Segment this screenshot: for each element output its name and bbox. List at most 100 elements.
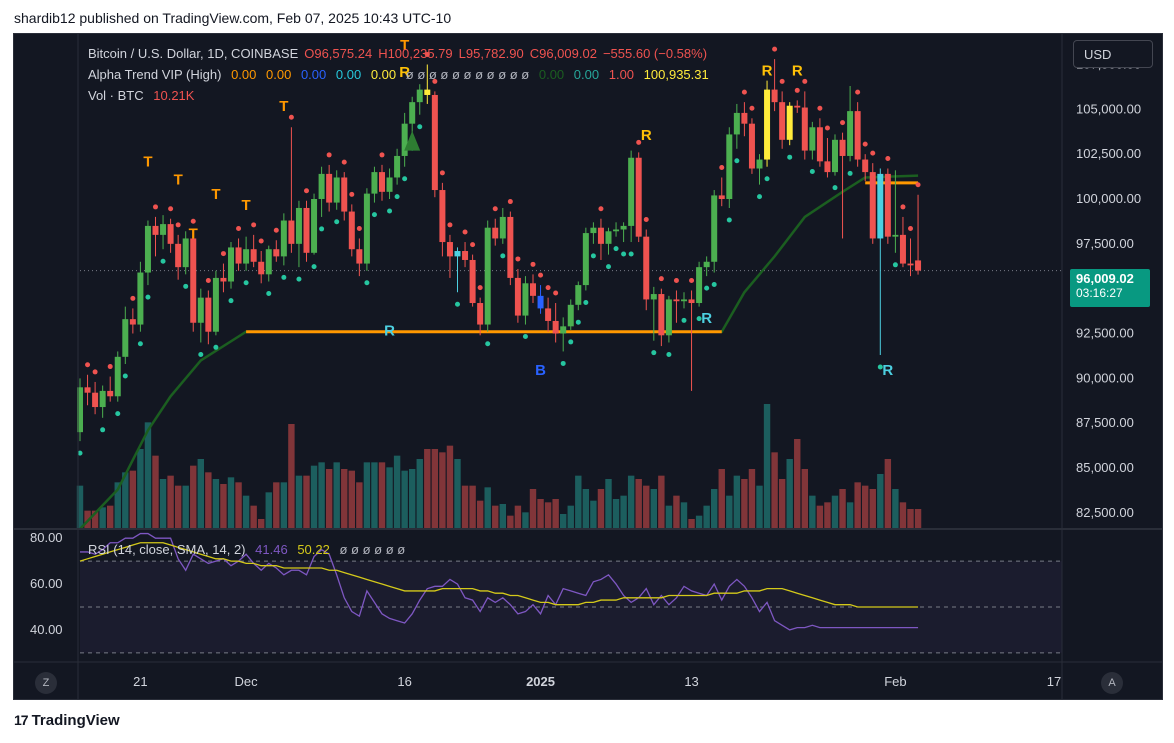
candle-body: [681, 299, 687, 302]
trend-dot: [168, 206, 174, 212]
volume-bar: [114, 482, 121, 529]
trend-dot: [583, 299, 589, 305]
trend-dot: [296, 276, 302, 282]
candle-body: [597, 227, 604, 244]
volume-bar: [643, 485, 650, 529]
candle-body: [77, 387, 83, 433]
auto-scale-button[interactable]: A: [1101, 672, 1123, 694]
candle-body: [620, 225, 627, 230]
rsi-value: 41.46: [255, 542, 288, 557]
candle-body: [605, 231, 612, 244]
trend-dot: [455, 301, 460, 307]
signal-label: R: [384, 322, 395, 339]
buy-triangle-icon: [404, 130, 421, 151]
trend-dot: [500, 253, 506, 259]
candle-body: [160, 224, 167, 235]
trend-dot: [832, 185, 838, 191]
trend-dot: [236, 225, 242, 231]
candle-body: [137, 272, 144, 325]
volume-bar: [718, 469, 725, 529]
volume-bar: [763, 404, 771, 529]
rsi-tick-label: 40.00: [30, 622, 63, 637]
candle-body: [809, 127, 816, 151]
candle-body: [288, 220, 295, 244]
trend-dot: [205, 277, 211, 283]
zoom-reset-button[interactable]: Z: [35, 672, 57, 694]
volume-bar: [786, 459, 793, 529]
trend-dot: [115, 411, 121, 417]
trend-dot: [432, 78, 438, 84]
time-tick-label: 17: [1047, 674, 1061, 689]
candle-body: [295, 207, 302, 244]
candle-body: [348, 211, 355, 250]
candle-body: [144, 225, 151, 273]
trend-dot: [462, 229, 468, 235]
indicator-value-7: 0.00: [538, 67, 565, 82]
trend-dot: [613, 246, 619, 252]
volume-bar: [612, 499, 620, 529]
signal-label: R: [792, 62, 803, 79]
signal-label: R: [701, 310, 712, 327]
candle-body: [907, 263, 914, 266]
candle-body: [899, 234, 906, 264]
currency-button[interactable]: USD: [1073, 40, 1153, 68]
trend-dot: [757, 194, 762, 200]
signal-label: R: [762, 62, 773, 79]
candle-body: [462, 251, 469, 260]
volume-bar: [280, 482, 288, 529]
candle-body: [786, 105, 793, 140]
candle-body: [258, 261, 265, 275]
trend-dot: [621, 251, 627, 257]
volume-bar: [363, 462, 371, 529]
price-tick-label: 92,500.00: [1076, 326, 1134, 341]
signal-label: T: [400, 37, 409, 54]
volume-bar: [854, 482, 861, 529]
last-price: 96,009.02: [1076, 271, 1134, 286]
candle-body: [741, 112, 748, 124]
trend-dot: [515, 256, 521, 262]
volume-bar: [190, 465, 197, 529]
candle-body: [711, 195, 718, 262]
candle-body: [688, 299, 695, 304]
bar-countdown: 03:16:27: [1076, 286, 1123, 300]
candle-body: [416, 89, 423, 103]
candle-body: [235, 247, 242, 264]
candle-body: [273, 249, 280, 257]
volume-bar: [597, 489, 605, 529]
signal-label: R: [399, 64, 410, 81]
volume-bar: [756, 485, 763, 529]
indicator-value-8: 0.00: [573, 67, 600, 82]
candle-body: [575, 285, 582, 305]
candle-body: [492, 227, 499, 239]
trend-dot: [855, 89, 861, 95]
volume-bar: [220, 484, 227, 529]
trend-dot: [311, 264, 317, 270]
candle-body: [537, 295, 544, 309]
volume-bar: [567, 505, 574, 529]
rsi-label: RSI (14, close, SMA, 14, 2): [88, 542, 246, 557]
volume-bar: [174, 485, 182, 529]
volume-bar: [582, 489, 590, 529]
trend-dot: [356, 225, 362, 231]
candle-body: [635, 157, 642, 237]
volume-bar: [741, 479, 748, 529]
volume-bar: [703, 505, 710, 529]
volume-bar: [416, 459, 423, 529]
candle-body: [477, 303, 484, 325]
rsi-sma-value: 50.22: [297, 542, 330, 557]
trend-dot: [824, 125, 830, 131]
volume-bar: [522, 512, 529, 529]
signal-label: T: [242, 197, 251, 214]
trend-dot: [145, 294, 151, 300]
trend-dot: [862, 141, 868, 147]
trend-dot: [160, 258, 166, 264]
volume-bar: [914, 509, 922, 529]
trend-dot: [870, 150, 876, 156]
trend-dot: [908, 225, 913, 231]
candle-body: [756, 159, 763, 169]
volume-bar: [575, 475, 582, 529]
trend-dot: [130, 295, 136, 301]
trend-dot: [606, 264, 611, 270]
